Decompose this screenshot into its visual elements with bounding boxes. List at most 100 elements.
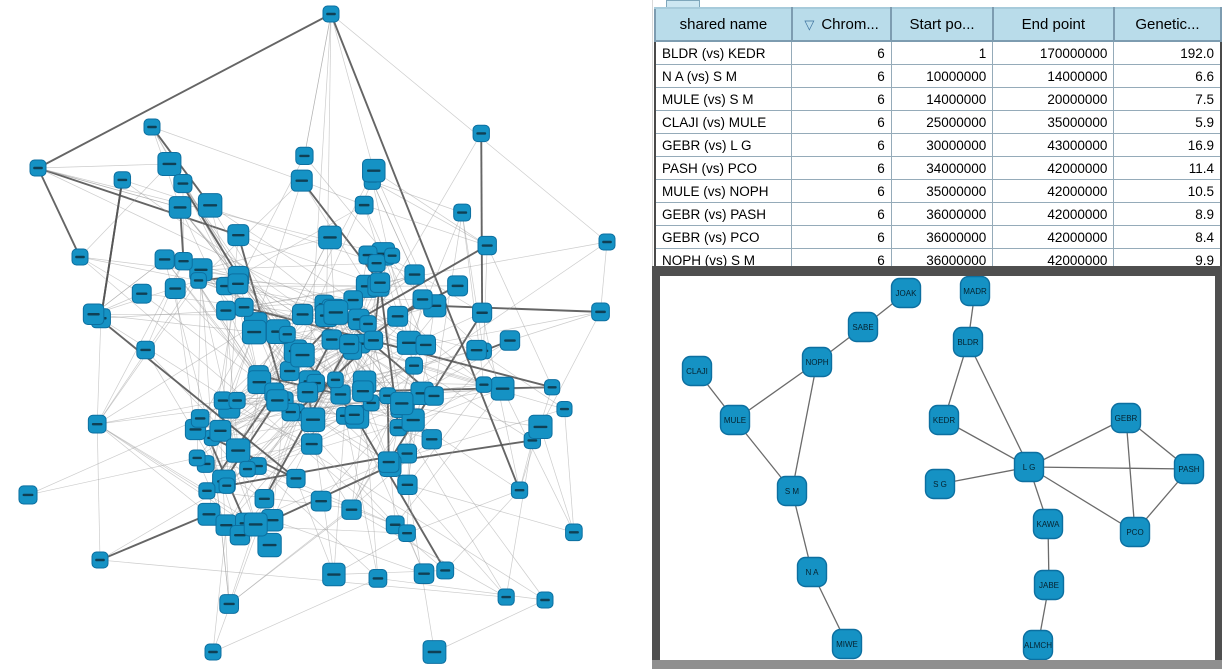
subnetwork-node-KEDR[interactable]: KEDR [928, 404, 960, 436]
subnetwork-node-KAWA[interactable]: KAWA [1032, 508, 1064, 540]
table-cell[interactable]: 14000000 [992, 64, 1115, 88]
subnetwork-node-BLDR[interactable]: BLDR [952, 326, 984, 358]
table-cell[interactable]: 6 [791, 40, 892, 65]
network-node[interactable] [343, 290, 363, 310]
network-node[interactable] [354, 195, 374, 215]
network-node[interactable] [291, 303, 314, 326]
network-node[interactable] [543, 379, 561, 396]
network-node[interactable] [368, 569, 388, 588]
table-cell[interactable]: 7.5 [1113, 87, 1222, 111]
table-cell[interactable]: 5.9 [1113, 110, 1222, 134]
table-cell[interactable]: 35000000 [992, 110, 1115, 134]
network-node[interactable] [339, 333, 360, 355]
network-node[interactable] [157, 151, 182, 176]
network-node[interactable] [497, 588, 515, 606]
network-node[interactable] [197, 502, 221, 526]
subnetwork-node-MULE[interactable]: MULE [719, 404, 751, 436]
network-node[interactable] [405, 356, 423, 375]
network-node[interactable] [413, 563, 435, 585]
table-cell[interactable]: 6 [791, 202, 892, 226]
table-cell[interactable]: 30000000 [890, 133, 994, 157]
subnetwork-node-PASH[interactable]: PASH [1173, 453, 1205, 485]
network-node[interactable] [528, 414, 553, 439]
table-cell[interactable]: GEBR (vs) PASH [654, 202, 793, 226]
network-node[interactable] [113, 171, 132, 189]
network-node[interactable] [227, 273, 249, 295]
network-node[interactable] [472, 124, 490, 143]
network-node[interactable] [477, 235, 497, 256]
network-node[interactable] [204, 643, 222, 661]
table-cell[interactable]: GEBR (vs) PCO [654, 225, 793, 249]
network-node[interactable] [363, 330, 384, 351]
network-node[interactable] [447, 275, 469, 297]
table-cell[interactable]: 11.4 [1113, 156, 1222, 180]
subnetwork-node-JABE[interactable]: JABE [1033, 569, 1065, 601]
network-node[interactable] [301, 433, 323, 455]
network-node[interactable] [322, 5, 340, 23]
subnetwork-node-PCO[interactable]: PCO [1119, 516, 1151, 548]
network-node[interactable] [219, 594, 240, 614]
subnetwork-node-CLAJI[interactable]: CLAJI [681, 355, 713, 387]
table-cell[interactable]: 36000000 [890, 225, 994, 249]
network-node[interactable] [87, 414, 107, 434]
network-node[interactable] [286, 468, 306, 489]
network-node[interactable] [344, 405, 365, 425]
network-node[interactable] [131, 283, 152, 304]
column-header-start-po[interactable]: Start po... [890, 7, 994, 42]
network-node[interactable] [136, 340, 155, 360]
table-row[interactable]: MULE (vs) NOPH 6 35000000 42000000 10.5 [654, 179, 1222, 203]
network-node[interactable] [466, 339, 487, 361]
network-node[interactable] [300, 407, 326, 432]
table-cell[interactable]: 42000000 [992, 202, 1115, 226]
network-node[interactable] [341, 499, 362, 520]
table-cell[interactable]: 42000000 [992, 225, 1115, 249]
subnetwork-node-MIWE[interactable]: MIWE [831, 628, 863, 660]
table-cell[interactable]: BLDR (vs) KEDR [654, 40, 793, 65]
network-node[interactable] [91, 551, 109, 569]
network-node[interactable] [598, 233, 616, 251]
subnetwork-node-GEBR[interactable]: GEBR [1110, 402, 1142, 434]
network-node[interactable] [198, 482, 216, 500]
overview-network-svg[interactable] [0, 0, 652, 669]
network-node[interactable] [197, 193, 223, 218]
column-header-end-point[interactable]: End point [991, 7, 1115, 42]
network-node[interactable] [536, 591, 554, 609]
network-node[interactable] [510, 481, 529, 499]
network-node[interactable] [154, 249, 175, 270]
subnetwork-node-SM[interactable]: S M [776, 475, 808, 507]
network-node[interactable] [490, 376, 515, 401]
network-node[interactable] [321, 329, 342, 350]
network-node[interactable] [188, 449, 206, 467]
network-node[interactable] [397, 443, 418, 464]
network-node[interactable] [243, 512, 268, 537]
network-node[interactable] [168, 196, 192, 219]
network-node[interactable] [499, 330, 521, 351]
network-node[interactable] [216, 300, 236, 321]
network-node[interactable] [227, 224, 250, 247]
network-node[interactable] [412, 289, 433, 310]
table-cell[interactable]: 20000000 [992, 87, 1115, 111]
subnetwork-node-LG[interactable]: L G [1013, 451, 1045, 483]
network-node[interactable] [330, 384, 351, 405]
table-row[interactable]: GEBR (vs) PCO 6 36000000 42000000 8.4 [654, 225, 1222, 249]
table-cell[interactable]: 34000000 [890, 156, 994, 180]
network-node[interactable] [190, 272, 207, 289]
table-cell[interactable]: 25000000 [890, 110, 994, 134]
network-node[interactable] [318, 225, 342, 250]
table-cell[interactable]: N A (vs) S M [654, 64, 793, 88]
network-node[interactable] [565, 523, 583, 542]
network-node[interactable] [213, 391, 233, 410]
network-node[interactable] [390, 391, 414, 416]
table-cell[interactable]: 1 [890, 40, 994, 65]
network-node[interactable] [475, 376, 493, 393]
filter-icon[interactable]: ▽ [804, 17, 815, 32]
network-node[interactable] [422, 640, 447, 664]
table-cell[interactable]: 6 [791, 179, 892, 203]
network-node[interactable] [352, 380, 374, 402]
table-cell[interactable]: 10000000 [890, 64, 994, 88]
table-row[interactable]: GEBR (vs) L G 6 30000000 43000000 16.9 [654, 133, 1222, 157]
network-node[interactable] [377, 451, 400, 473]
network-node[interactable] [239, 460, 256, 478]
subnetwork-node-NOPH[interactable]: NOPH [801, 346, 833, 378]
subnetwork-node-ALMCH[interactable]: ALMCH [1022, 629, 1054, 660]
